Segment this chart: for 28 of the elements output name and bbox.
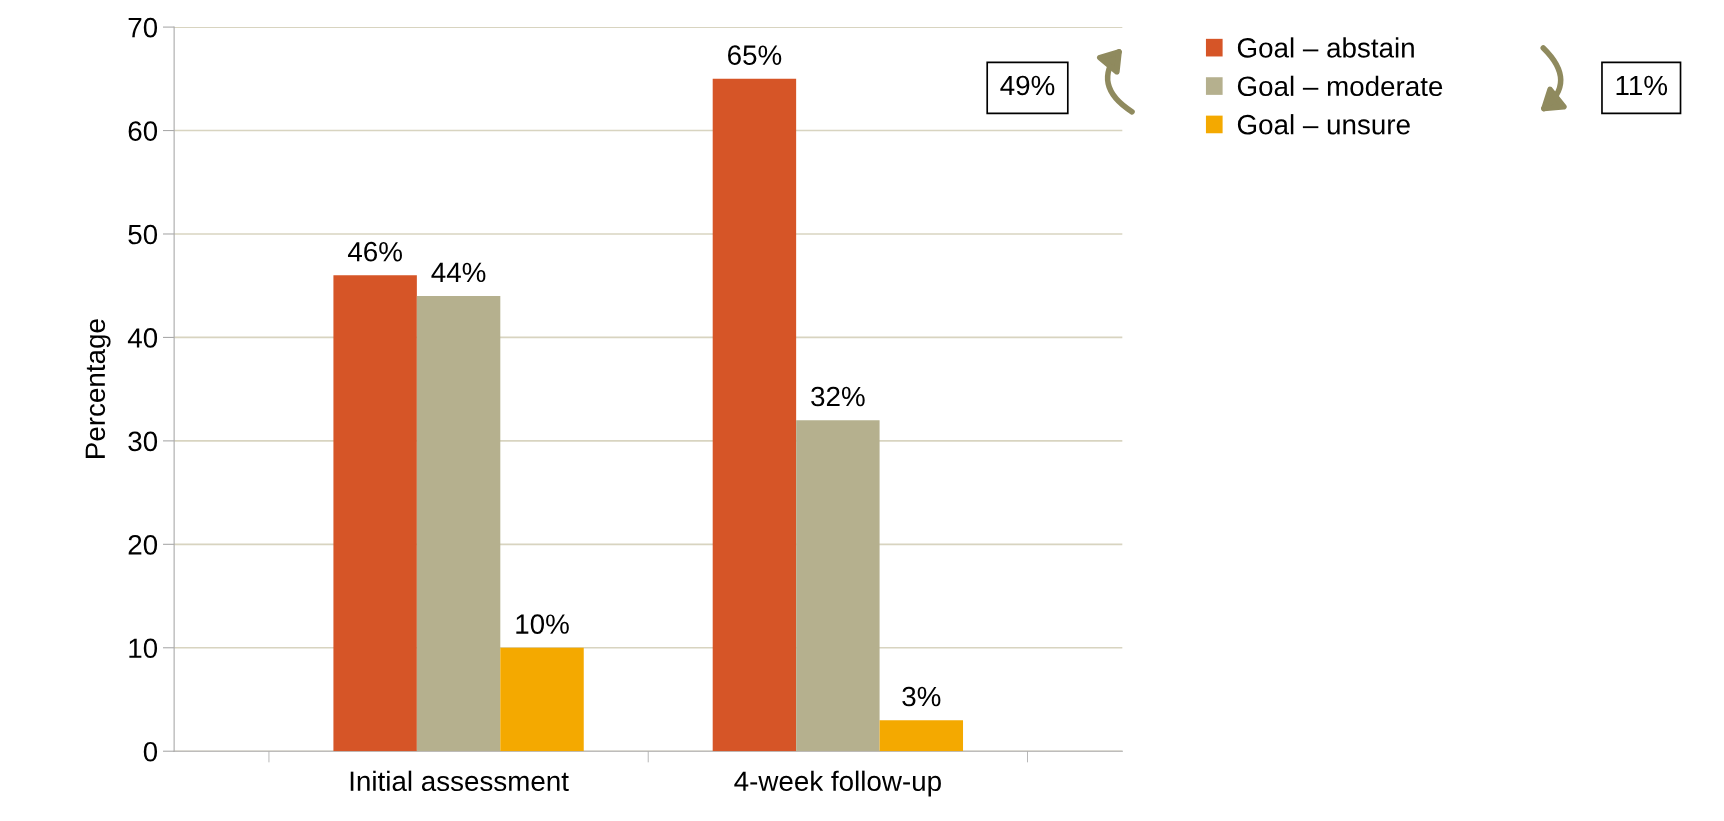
- y-tick-label: 40: [127, 328, 158, 348]
- legend-label: Goal – unsure: [1237, 114, 1410, 135]
- data-label: 32%: [811, 386, 865, 407]
- y-tick-label: 50: [128, 224, 158, 245]
- bar: [500, 647, 584, 752]
- bar: [712, 78, 797, 752]
- bar: [333, 275, 417, 752]
- y-tick-label: 0: [143, 741, 158, 762]
- data-label: 65%: [728, 45, 782, 65]
- x-tick-label: 4-week follow-up: [734, 770, 941, 797]
- data-label: 10%: [516, 614, 569, 634]
- y-tick-label: 70: [128, 17, 158, 38]
- y-axis-title: Percentage: [85, 319, 111, 458]
- legend-label: Goal – moderate: [1237, 75, 1443, 97]
- legend-label: Goal – abstain: [1237, 37, 1414, 58]
- y-tick-label: 60: [128, 121, 158, 141]
- y-tick-label: 20: [128, 534, 158, 555]
- data-label: 3%: [902, 686, 941, 707]
- y-tick-label: 10: [129, 638, 158, 659]
- bar: [796, 420, 880, 752]
- x-tick-label: Initial assessment: [350, 770, 569, 792]
- annotation: 49%: [1000, 75, 1055, 96]
- text: 11%: [1616, 75, 1668, 96]
- y-tick-label: 30: [128, 431, 158, 452]
- bar: [879, 720, 964, 752]
- bar: [416, 296, 501, 752]
- data-label: 46%: [347, 241, 402, 262]
- data-label: 44%: [431, 262, 486, 283]
